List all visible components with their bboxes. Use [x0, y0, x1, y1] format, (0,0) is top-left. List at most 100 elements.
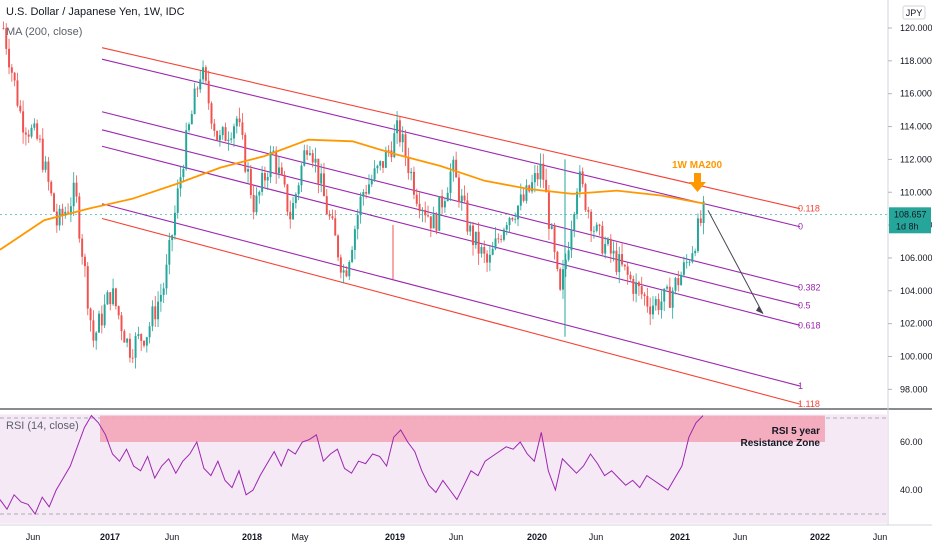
candle-body	[171, 235, 174, 241]
projection-arrow-line	[707, 210, 764, 315]
candle-body	[441, 196, 444, 208]
candle-body	[69, 206, 72, 213]
candle-body	[677, 278, 680, 286]
candle-body	[455, 159, 458, 178]
candle-body	[446, 192, 449, 202]
candle-body	[162, 288, 165, 295]
candle-body	[283, 174, 286, 185]
candle-body	[337, 235, 340, 258]
fib-line-6	[101, 217, 801, 405]
candle-body	[47, 161, 50, 182]
candle-body	[249, 169, 252, 195]
price-tick-label: 106.000	[900, 253, 932, 263]
candle-body	[322, 173, 325, 197]
rsi-legend[interactable]: RSI (14, close)	[6, 420, 79, 432]
candle-body	[328, 214, 331, 217]
candle-body	[294, 194, 297, 204]
candle-body	[674, 278, 677, 291]
price-tick-label: 110.000	[900, 187, 932, 197]
candle-body	[61, 208, 64, 216]
candle-body	[50, 181, 53, 194]
candle-body	[590, 211, 593, 232]
rsi-zone-label-1: RSI 5 year	[772, 426, 820, 437]
candle-body	[629, 274, 632, 279]
candle-body	[539, 163, 542, 180]
candle-body	[314, 158, 317, 163]
candle-body	[553, 226, 556, 252]
candle-body	[277, 167, 280, 174]
candle-body	[275, 150, 278, 174]
candle-body	[185, 130, 188, 170]
candle-body	[514, 219, 517, 221]
price-badge-value: 108.657	[894, 209, 927, 219]
rsi-tick-label: 60.00	[900, 437, 923, 447]
candle-body	[581, 171, 584, 185]
candle-body	[626, 266, 629, 275]
candle-body	[292, 203, 295, 220]
candle-body	[466, 200, 469, 232]
candle-body	[370, 179, 373, 185]
candle-body	[233, 126, 235, 139]
candle-body	[570, 229, 573, 251]
candle-body	[227, 139, 230, 142]
candle-body	[221, 127, 224, 136]
candle-body	[10, 67, 13, 73]
candle-body	[696, 218, 699, 252]
ma-legend[interactable]: MA (200, close)	[6, 26, 83, 38]
candle-body	[547, 192, 550, 229]
time-tick-label: 2019	[385, 532, 405, 542]
rsi-line	[0, 414, 704, 516]
candle-body	[463, 195, 466, 201]
candle-body	[202, 67, 205, 80]
time-tick-label: Jun	[873, 532, 888, 542]
candle-body	[576, 191, 579, 215]
candle-body	[140, 334, 143, 341]
candle-body	[651, 305, 654, 315]
candle-body	[517, 205, 519, 220]
candle-body	[13, 72, 16, 81]
candle-body	[320, 173, 323, 184]
candle-body	[384, 150, 387, 168]
candle-body	[595, 224, 598, 231]
candle-body	[83, 256, 86, 267]
currency-tag: JPY	[906, 8, 923, 18]
ma200-line	[0, 138, 706, 251]
candle-body	[5, 28, 8, 49]
candle-body	[519, 194, 522, 206]
candle-body	[666, 286, 669, 289]
candle-body	[81, 238, 84, 257]
candle-body	[694, 251, 697, 254]
candle-body	[8, 48, 11, 68]
candle-body	[210, 103, 213, 124]
candle-body	[494, 238, 497, 249]
candle-body	[123, 331, 126, 343]
candle-body	[148, 326, 151, 338]
candle-body	[300, 165, 303, 186]
chart-title[interactable]: U.S. Dollar / Japanese Yen, 1W, IDC	[6, 6, 185, 18]
candle-body	[193, 88, 196, 115]
time-tick-label: Jun	[449, 532, 464, 542]
candle-body	[269, 151, 272, 178]
candle-body	[637, 282, 640, 287]
candle-body	[460, 195, 463, 202]
candle-body	[145, 337, 148, 346]
candle-body	[311, 153, 314, 163]
candle-body	[100, 313, 103, 326]
candle-body	[508, 217, 511, 226]
candle-body	[488, 254, 491, 263]
price-tick-label: 100.000	[900, 352, 932, 362]
candle-body	[424, 209, 427, 216]
candle-body	[75, 182, 78, 197]
candle-body	[92, 320, 95, 341]
price-tick-label: 118.000	[900, 56, 932, 66]
candle-body	[531, 182, 534, 192]
candle-body	[331, 216, 334, 219]
candle-body	[41, 138, 44, 170]
candle-body	[435, 214, 438, 231]
candle-body	[317, 158, 320, 184]
ma200-arrow-head	[689, 182, 706, 192]
candle-body	[668, 286, 671, 308]
candle-body	[78, 196, 81, 239]
resistance-zone	[100, 415, 825, 442]
